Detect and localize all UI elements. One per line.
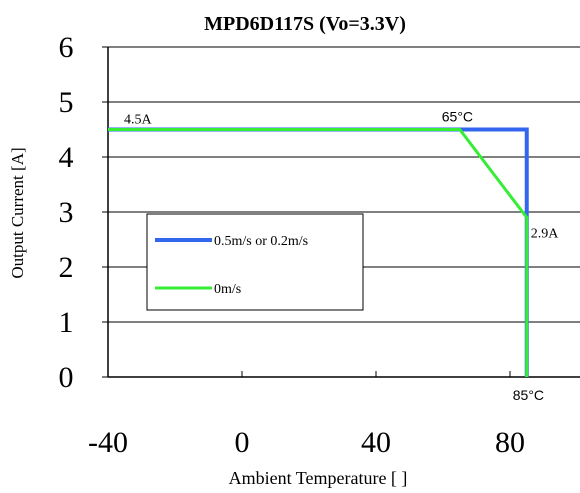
y-tick-label-3: 3 [59,196,74,229]
chart-title: MPD6D117S (Vo=3.3V) [204,13,406,35]
series-lines [108,127,529,377]
gridlines [107,46,580,378]
y-tick-label-2: 2 [59,251,74,284]
y-tick-label-0: 0 [59,361,74,394]
x-tick-label-3: 80 [495,426,525,459]
annotation-0: 4.5A [124,113,153,128]
axis-ticks: 0 1 2 3 4 5 6 -40 0 40 80 [59,31,526,459]
y-tick-label-1: 1 [59,306,74,339]
y-axis-label: Output Current [A] [8,147,27,278]
annotation-1: 65°C [442,109,473,125]
y-tick-label-5: 5 [59,86,74,119]
legend: 0.5m/s or 0.2m/s 0m/s [146,213,364,311]
legend-label-0: 0.5m/s or 0.2m/s [214,234,308,249]
annotation-3: 85°C [513,387,544,403]
x-tick-label-1: 0 [235,426,250,459]
legend-box [146,213,364,311]
legend-label-1: 0m/s [214,282,241,297]
x-axis-label: Ambient Temperature [ ] [229,468,408,488]
annotations: 4.5A 65°C 2.9A 85°C [124,109,559,404]
x-tick-label-0: -40 [88,426,128,459]
y-tick-label-4: 4 [59,141,74,174]
annotation-2: 2.9A [531,227,560,242]
x-tick-label-2: 40 [361,426,391,459]
series-line-1 [108,128,529,377]
y-tick-label-6: 6 [59,31,74,64]
